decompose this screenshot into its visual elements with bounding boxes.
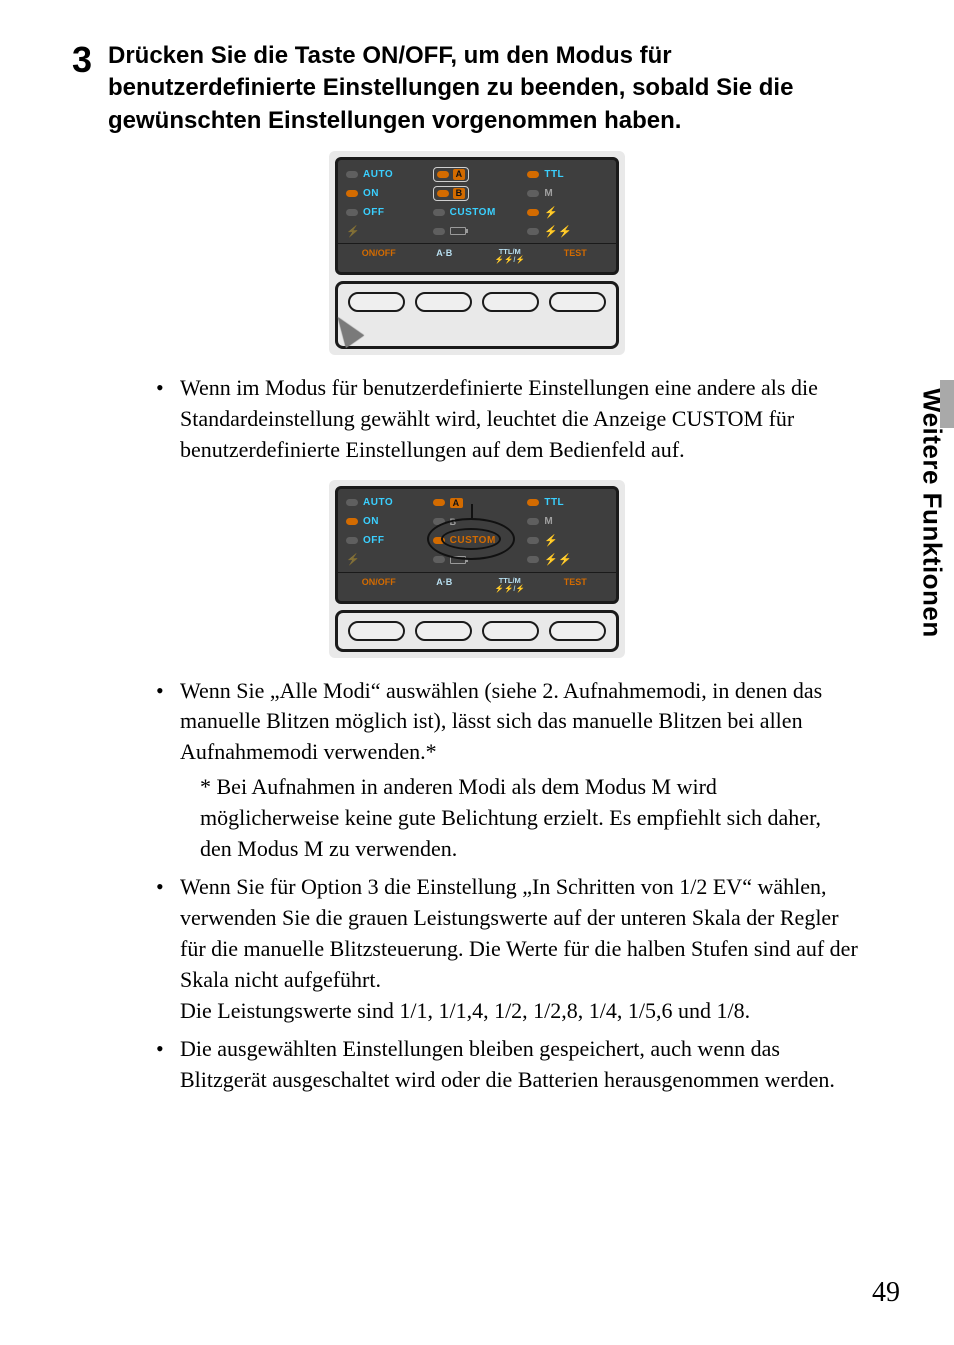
- figure-panel-custom: AUTO A TTL ON B M OFF CUSTOM ⚡ ⚡ ⚡⚡: [48, 480, 906, 658]
- btn-label-ttlm: TTL/M⚡⚡/⚡: [477, 248, 543, 264]
- step-heading: 3 Drücken Sie die Taste ON/OFF, um den M…: [48, 40, 906, 137]
- side-tab-bar: [940, 380, 954, 428]
- step-number: 3: [48, 40, 92, 78]
- bullet-custom-indicator: Wenn im Modus für benutzerdefinierte Ein…: [156, 373, 858, 465]
- lcd-screen-2: AUTO A TTL ON B M OFF CUSTOM ⚡ ⚡ ⚡⚡: [335, 486, 619, 604]
- button-labels: ON/OFF A·B TTL/M⚡⚡/⚡ TEST: [346, 246, 608, 268]
- control-panel-2: AUTO A TTL ON B M OFF CUSTOM ⚡ ⚡ ⚡⚡: [329, 480, 625, 658]
- side-tab: Weitere Funktionen: [910, 380, 954, 720]
- figure-panel-arrow: AUTO A TTL ON B M OFF CUSTOM ⚡ ⚡ ⚡⚡ ON/O…: [48, 151, 906, 355]
- lcd-on: ON: [363, 188, 379, 199]
- bullet-all-modes: Wenn Sie „Alle Modi“ auswählen (siehe 2.…: [156, 676, 858, 865]
- button-row: [335, 281, 619, 349]
- lcd-ttl: TTL: [544, 169, 564, 180]
- battery-icon: [450, 227, 466, 235]
- footnote-mode-m: * Bei Aufnahmen in anderen Modi als dem …: [200, 772, 858, 864]
- page-number: 49: [872, 1277, 900, 1309]
- key-ab: [415, 292, 472, 312]
- key-ttlm: [482, 292, 539, 312]
- lcd-m: M: [544, 188, 553, 199]
- key-onoff: [348, 292, 405, 312]
- btn-label-onoff: ON/OFF: [346, 248, 412, 264]
- bullet-group-1: Wenn im Modus für benutzerdefinierte Ein…: [156, 373, 858, 465]
- lcd-custom-lit: CUSTOM: [450, 535, 496, 546]
- lcd-screen: AUTO A TTL ON B M OFF CUSTOM ⚡ ⚡ ⚡⚡ ON/O…: [335, 157, 619, 275]
- btn-label-test: TEST: [543, 248, 609, 264]
- btn-label-ab: A·B: [412, 248, 478, 264]
- bullet-half-ev: Wenn Sie für Option 3 die Einstellung „I…: [156, 872, 858, 1026]
- control-panel: AUTO A TTL ON B M OFF CUSTOM ⚡ ⚡ ⚡⚡ ON/O…: [329, 151, 625, 355]
- step-instruction: Drücken Sie die Taste ON/OFF, um den Mod…: [108, 40, 868, 137]
- lcd-auto: AUTO: [363, 169, 393, 180]
- bullet-settings-persist: Die ausgewählten Einstellungen bleiben g…: [156, 1034, 858, 1096]
- pointer-arrow: [346, 318, 368, 348]
- lcd-off: OFF: [363, 207, 385, 218]
- flash-dim-icon: ⚡: [346, 225, 360, 238]
- lcd-custom: CUSTOM: [450, 207, 496, 218]
- lcd-a: A: [453, 169, 466, 180]
- multi-flash-icon: ⚡⚡: [544, 225, 571, 238]
- bullet-group-2: Wenn Sie „Alle Modi“ auswählen (siehe 2.…: [156, 676, 858, 1096]
- key-test: [549, 292, 606, 312]
- flash-icon: ⚡: [544, 206, 558, 219]
- manual-page: Weitere Funktionen 3 Drücken Sie die Tas…: [0, 0, 954, 1345]
- lcd-b: B: [453, 188, 466, 199]
